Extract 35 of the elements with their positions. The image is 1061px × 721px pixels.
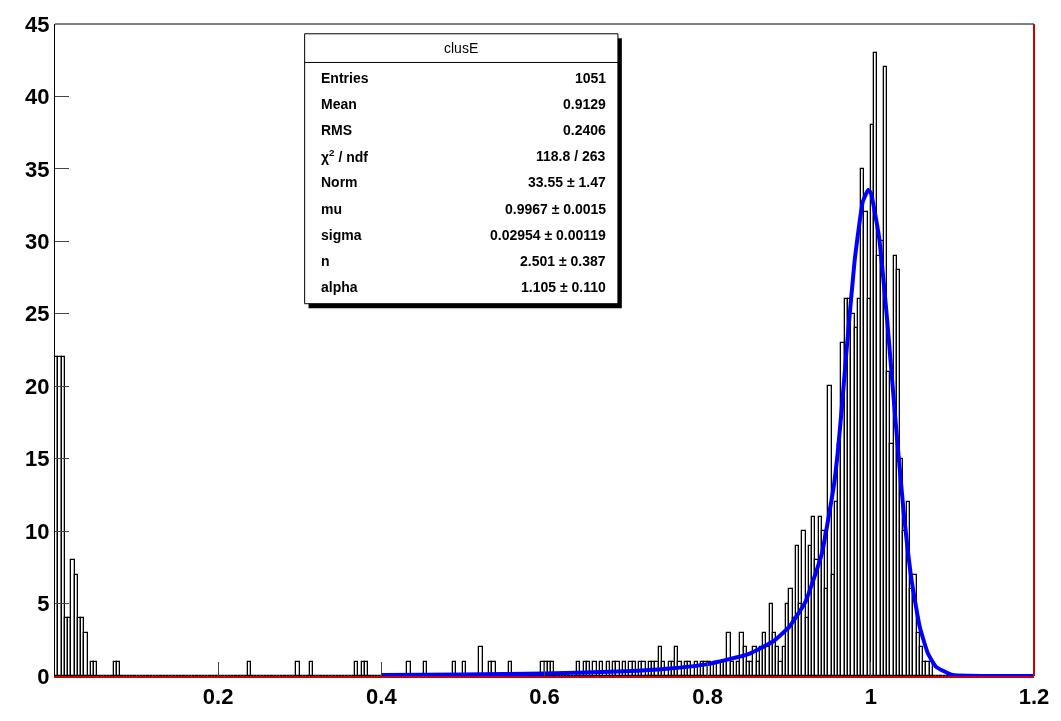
y-tick-label: 20	[25, 373, 50, 399]
y-tick-label: 30	[25, 229, 50, 255]
annotation: Mean	[321, 96, 357, 112]
annotation: sigma	[321, 227, 362, 243]
x-tick-label: 0.6	[529, 684, 560, 710]
annotation: 0.2406	[563, 122, 607, 138]
y-tick-label: 15	[25, 446, 50, 472]
annotation: 118.8 / 263	[536, 148, 606, 164]
annotation: 0.9129	[563, 96, 607, 112]
y-tick-label: 35	[25, 156, 50, 182]
annotation: 2.501 ± 0.387	[520, 253, 606, 269]
annotation: 1.105 ± 0.110	[521, 279, 606, 295]
x-tick-label: 0.8	[692, 684, 723, 710]
x-tick-label: 0.4	[366, 684, 398, 710]
annotation: mu	[321, 201, 342, 217]
y-tick-label: 25	[25, 301, 50, 327]
annotation: χ$^{2}$ / ndf	[321, 147, 369, 165]
annotation: 33.55 ± 1.47	[528, 174, 606, 190]
annotation: 1051	[575, 70, 607, 86]
annotation: alpha	[321, 279, 358, 295]
x-tick-label: 1	[864, 684, 877, 710]
annotation: 0.02954 ± 0.00119	[490, 227, 607, 243]
x-tick-label: 0.2	[202, 684, 234, 710]
annotation: Norm	[321, 174, 358, 190]
annotation: 0.9967 ± 0.0015	[505, 201, 607, 217]
annotation: n	[321, 253, 330, 269]
y-tick-label: 45	[25, 11, 50, 37]
y-tick-label: 40	[25, 84, 50, 110]
y-tick-label: 0	[37, 663, 50, 689]
y-tick-label: 5	[37, 591, 50, 617]
annotation: Entries	[321, 70, 369, 86]
annotation: RMS	[321, 122, 353, 138]
y-tick-label: 10	[25, 518, 50, 544]
x-tick-label: 1.2	[1018, 684, 1050, 710]
annotation: clusE	[444, 40, 479, 56]
